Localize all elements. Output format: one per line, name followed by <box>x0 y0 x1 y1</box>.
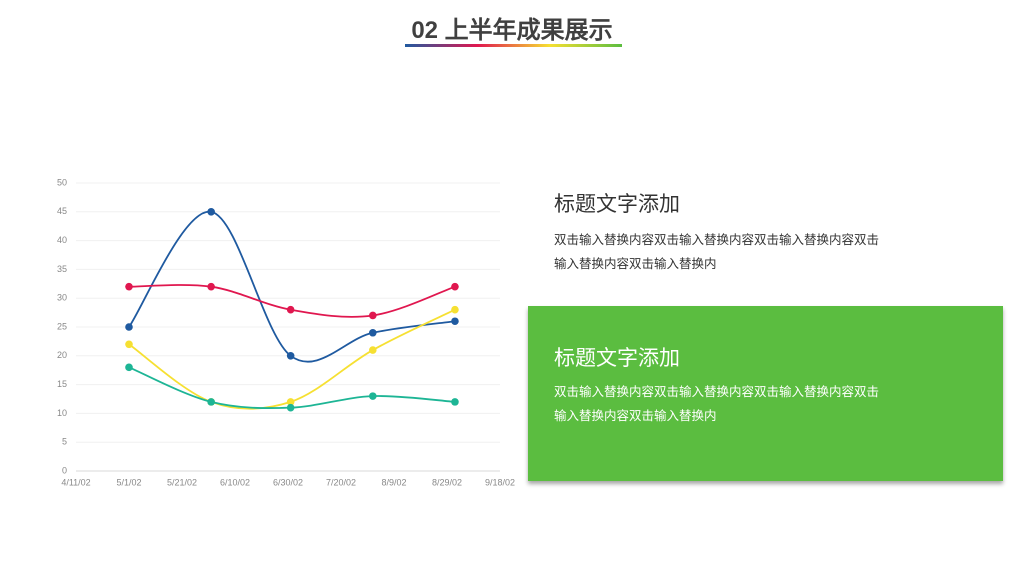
data-point <box>369 311 377 320</box>
y-tick-label: 15 <box>57 379 67 389</box>
data-point <box>207 208 215 216</box>
y-tick-label: 25 <box>57 321 67 331</box>
y-tick-label: 0 <box>62 465 67 475</box>
data-point <box>286 403 295 412</box>
x-tick-label: 4/11/02 <box>61 477 90 487</box>
y-tick-label: 10 <box>57 408 67 418</box>
x-tick-label: 7/20/02 <box>326 477 356 487</box>
title-underline <box>405 44 622 47</box>
y-tick-label: 30 <box>57 293 67 303</box>
data-point <box>286 305 295 314</box>
data-point <box>451 398 459 406</box>
y-tick-label: 40 <box>57 235 67 245</box>
y-tick-label: 35 <box>57 264 67 274</box>
x-tick-label: 6/10/02 <box>220 477 250 487</box>
data-point <box>207 398 215 406</box>
x-tick-label: 9/18/02 <box>485 477 515 487</box>
card-title: 标题文字添加 <box>554 193 680 216</box>
data-point <box>207 282 215 291</box>
y-tick-label: 5 <box>62 437 67 447</box>
y-tick-label: 50 <box>57 177 67 187</box>
data-point <box>369 328 377 337</box>
x-tick-label: 5/21/02 <box>167 477 197 487</box>
x-tick-label: 5/1/02 <box>116 477 141 487</box>
data-point <box>125 340 133 349</box>
card-title: 标题文字添加 <box>554 347 680 370</box>
series-line <box>128 210 456 363</box>
y-tick-label: 45 <box>57 206 67 216</box>
data-point <box>286 352 295 360</box>
data-point <box>451 282 459 291</box>
text-card: 标题文字添加 双击输入替换内容双击输入替换内容双击输入替换内容双击输入替换内容双… <box>554 342 884 428</box>
data-point <box>125 363 133 372</box>
chart: 0 5 10 15 20 25 30 35 40 45 50 4/11/02 5/1/02 5/21/02… <box>57 177 515 487</box>
data-point <box>125 282 133 291</box>
text-card: 标题文字添加 双击输入替换内容双击输入替换内容双击输入替换内容双击输入替换内容双… <box>554 188 884 276</box>
x-tick-label: 8/29/02 <box>432 477 462 487</box>
data-point <box>125 323 133 331</box>
x-tick-label: 8/9/02 <box>381 477 406 487</box>
data-point <box>451 317 459 326</box>
y-tick-label: 20 <box>57 350 67 360</box>
x-tick-label: 6/30/02 <box>273 477 303 487</box>
data-point <box>369 392 377 400</box>
card-text: 双击输入替换内容双击输入替换内容双击输入替换内容双击输入替换内容双击输入替换内 <box>554 233 880 271</box>
card-text: 双击输入替换内容双击输入替换内容双击输入替换内容双击输入替换内容双击输入替换内 <box>554 385 880 423</box>
slide-title: 02 上半年成果展示 <box>411 17 613 44</box>
data-point <box>286 398 295 406</box>
data-point <box>451 305 459 314</box>
highlight-box <box>528 306 1003 481</box>
data-point <box>369 346 377 354</box>
